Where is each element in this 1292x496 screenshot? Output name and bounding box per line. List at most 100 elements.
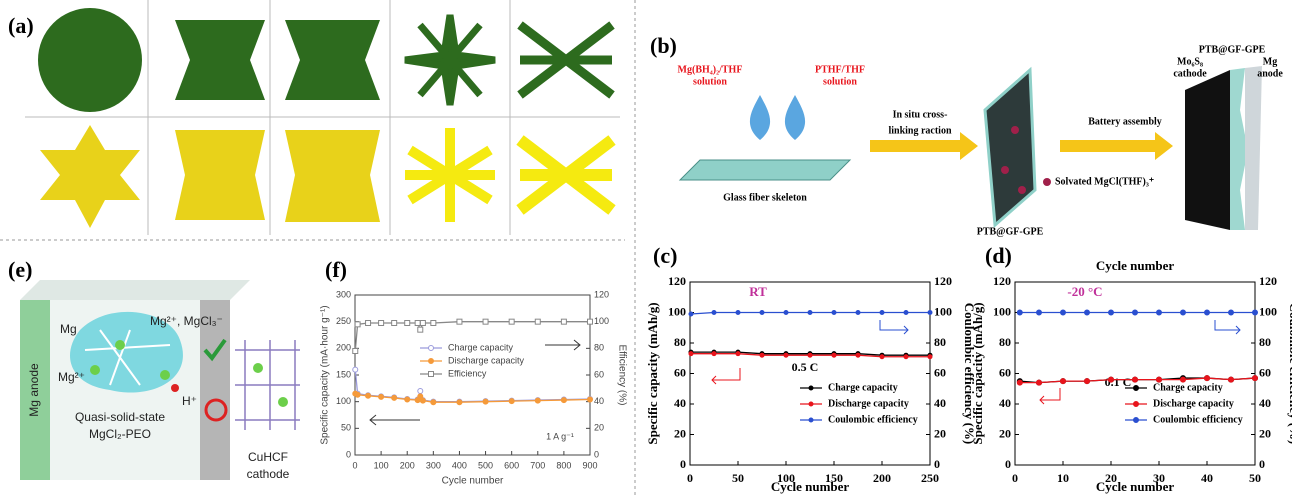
- anode: [1245, 66, 1262, 230]
- marker: [1180, 376, 1186, 383]
- marker: [831, 310, 837, 315]
- y-tick-label: 100: [993, 304, 1011, 318]
- y-tick-label: 250: [336, 316, 351, 326]
- marker: [783, 352, 789, 358]
- marker: [1156, 376, 1162, 383]
- x-tick-label: 50: [1249, 471, 1261, 485]
- chart: (f)0 100 200 300 400 500 600 700 800 900050100150…: [320, 257, 628, 487]
- marker: [1108, 376, 1114, 383]
- cathode-label: cathode: [1173, 68, 1207, 79]
- proton: [171, 384, 179, 392]
- y-tick-label: 20: [999, 426, 1011, 440]
- x-tick-label: 40: [1201, 471, 1213, 485]
- marker: [404, 320, 411, 326]
- axis-arrow: [369, 414, 420, 426]
- marker: [1016, 379, 1023, 386]
- crystal: [40, 125, 140, 228]
- mg-ion-label: Mg²⁺: [58, 370, 85, 384]
- x-tick-label: 500: [478, 460, 493, 470]
- marker: [1060, 378, 1066, 385]
- y2-axis-label: Efficiency (%): [616, 345, 627, 406]
- marker: [365, 392, 372, 399]
- anode-label: Mg anode: [27, 363, 41, 417]
- electrolyte: [1230, 68, 1248, 230]
- marker: [419, 397, 426, 404]
- marker: [927, 354, 933, 360]
- x-tick-label: 600: [504, 460, 519, 470]
- y2-tick-label: 40: [1259, 396, 1271, 410]
- proton-label: H⁺: [182, 394, 197, 408]
- legend-label: Charge capacity: [1153, 382, 1223, 393]
- mg-label: Mg: [60, 322, 77, 336]
- marker: [711, 351, 717, 357]
- rate-label: 1 A g⁻¹: [546, 431, 574, 441]
- marker: [534, 397, 541, 404]
- membrane: [983, 66, 1037, 229]
- x-tick-label: 400: [452, 460, 467, 470]
- marker: [1228, 309, 1234, 316]
- marker: [1132, 376, 1138, 383]
- marker: [783, 310, 789, 315]
- marker: [879, 354, 885, 360]
- marker: [759, 310, 765, 315]
- y-tick-label: 0: [1005, 457, 1011, 471]
- marker: [428, 345, 434, 351]
- y-tick-label: 60: [674, 365, 686, 379]
- x-axis-label: Cycle number: [442, 476, 504, 487]
- x-axis-label: Cycle number: [1096, 479, 1175, 494]
- marker: [855, 310, 861, 315]
- panel-label: (d): [985, 243, 1012, 268]
- marker: [1228, 376, 1234, 383]
- cathode-label: cathode: [247, 467, 290, 481]
- marker: [560, 397, 567, 404]
- chart: (c)0 50 100 150 200 2500204060801001200204060…: [645, 243, 977, 494]
- marker: [482, 398, 489, 405]
- crystal: [175, 20, 265, 100]
- marker: [354, 321, 361, 328]
- ion: [1011, 126, 1019, 134]
- marker: [903, 354, 909, 360]
- cathode-label: CuHCF: [248, 450, 288, 464]
- axis-arrow: [545, 339, 581, 351]
- marker: [808, 401, 814, 407]
- x-tick-label: 300: [426, 460, 441, 470]
- panel-b: (b) Mg(BH₄)₂/THF solution PTHF/THF solut…: [650, 33, 1283, 237]
- y-axis-label: Specific capacity (mAh/g): [645, 302, 660, 444]
- x-tick-label: 900: [582, 460, 597, 470]
- solution-label: Mg(BH₄)₂/THF: [678, 64, 743, 75]
- axis-arrow: [1214, 320, 1241, 335]
- y-tick-label: 100: [668, 304, 686, 318]
- electrolyte-label: PTB@GF-GPE: [1199, 44, 1266, 55]
- y-tick-label: 0: [346, 449, 351, 459]
- ion: [90, 365, 100, 375]
- y2-tick-label: 20: [1259, 426, 1271, 440]
- marker: [378, 393, 385, 400]
- x-tick-label: 100: [374, 460, 389, 470]
- y2-axis-label: Coulombic efficiency (%): [962, 303, 977, 445]
- y-tick-label: 50: [341, 423, 351, 433]
- x-tick-label: 10: [1057, 471, 1069, 485]
- electrolyte-label: Quasi-solid-state: [75, 410, 165, 424]
- x-tick-label: 200: [400, 460, 415, 470]
- y-tick-label: 40: [674, 396, 686, 410]
- marker: [688, 311, 694, 317]
- ion: [278, 397, 288, 407]
- y2-tick-label: 40: [594, 396, 604, 406]
- y-tick-label: 60: [999, 365, 1011, 379]
- legend-label: Discharge capacity: [828, 398, 909, 409]
- axis-arrow: [711, 368, 741, 385]
- x-axis-label: Cycle number: [771, 479, 850, 494]
- marker: [430, 399, 437, 406]
- droplet: [784, 95, 806, 140]
- step-label: linking raction: [888, 125, 952, 136]
- x-tick-label: 700: [530, 460, 545, 470]
- lattice: [235, 340, 300, 430]
- marker: [587, 396, 593, 403]
- axis-arrow: [1039, 388, 1061, 405]
- ion: [160, 370, 170, 380]
- marker: [560, 318, 567, 325]
- marker: [1084, 309, 1090, 316]
- y2-tick-label: 40: [934, 396, 946, 410]
- marker: [735, 351, 741, 357]
- solution-label: solution: [693, 76, 727, 87]
